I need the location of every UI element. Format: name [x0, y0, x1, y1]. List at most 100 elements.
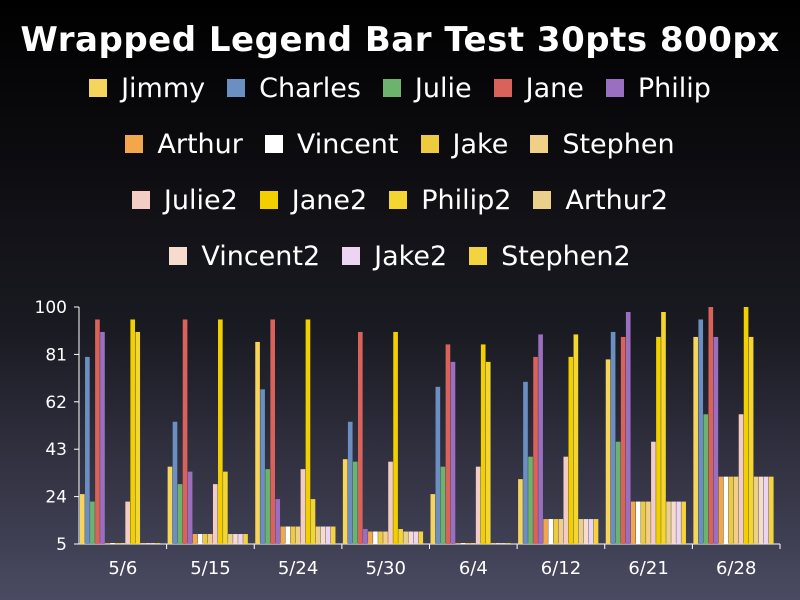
legend-label: Jake2	[374, 240, 448, 272]
bar	[610, 331, 616, 544]
y-tick-label: 100	[35, 298, 67, 318]
bar	[723, 476, 729, 544]
legend-label: Julie	[414, 72, 472, 104]
bar	[330, 526, 336, 544]
bar	[583, 519, 589, 544]
bar	[573, 334, 579, 544]
legend-swatch	[169, 247, 188, 265]
legend-item: Charles	[227, 73, 361, 104]
bar	[182, 319, 188, 544]
legend-swatch	[131, 191, 150, 209]
bar	[480, 344, 486, 544]
bar	[192, 534, 198, 544]
legend-swatch	[89, 79, 108, 97]
bar	[135, 331, 141, 544]
bar	[588, 519, 594, 544]
bar	[285, 526, 291, 544]
bar	[403, 531, 408, 544]
bar	[713, 336, 719, 544]
bar	[150, 543, 156, 544]
y-tick-label: 43	[45, 440, 67, 460]
bar	[558, 519, 564, 544]
bar	[197, 534, 203, 544]
bar	[743, 307, 749, 544]
bar	[275, 499, 281, 544]
bar	[646, 501, 651, 544]
bar	[763, 476, 769, 544]
bar	[615, 441, 621, 544]
bar	[310, 499, 316, 544]
bar	[300, 469, 306, 544]
bar	[342, 459, 348, 544]
bar	[295, 526, 301, 544]
bar	[475, 466, 481, 544]
bar	[625, 311, 631, 544]
bar	[233, 534, 238, 544]
legend-item: Jimmy	[89, 73, 205, 104]
legend-swatch	[605, 79, 624, 97]
legend-label: Charles	[259, 72, 361, 104]
legend-swatch	[342, 247, 361, 265]
bar	[187, 471, 193, 544]
bar	[207, 534, 213, 544]
bar	[243, 534, 248, 544]
bar	[671, 501, 676, 544]
bar	[681, 501, 686, 544]
bar	[758, 476, 764, 544]
x-tick-label: 6/12	[541, 558, 581, 579]
legend-label: Stephen2	[501, 240, 631, 272]
bar	[373, 531, 378, 544]
bar	[290, 526, 296, 544]
bar	[202, 534, 208, 544]
bar	[543, 519, 548, 544]
bar	[605, 359, 611, 544]
bar	[352, 461, 358, 544]
bar	[95, 319, 100, 544]
bar	[140, 543, 146, 544]
bar	[460, 543, 466, 544]
bar	[378, 531, 383, 544]
bar	[733, 476, 739, 544]
legend-row: Jimmy Charles Julie Jane Philip	[40, 60, 760, 116]
x-tick-label: 5/24	[278, 558, 318, 579]
bar	[223, 471, 228, 544]
bar	[393, 331, 398, 544]
bar	[90, 501, 95, 544]
bar	[305, 319, 311, 544]
bar	[85, 356, 90, 544]
x-tick-label: 6/4	[459, 558, 488, 579]
bar	[518, 479, 523, 544]
bar	[120, 543, 125, 544]
bar	[651, 441, 656, 544]
bar	[440, 466, 446, 544]
legend-item: Jane	[493, 73, 584, 104]
legend-item: Stephen	[530, 128, 675, 160]
bar	[325, 526, 331, 544]
bar	[315, 526, 321, 544]
legend-label: Julie2	[163, 184, 238, 216]
legend-label: Stephen	[562, 128, 675, 160]
bar	[533, 356, 538, 544]
bar	[728, 476, 734, 544]
bar	[593, 519, 599, 544]
legend-swatch	[259, 191, 278, 209]
legend-swatch	[493, 79, 512, 97]
bar	[100, 331, 105, 544]
legend-swatch	[227, 79, 246, 97]
legend-label: Philip2	[421, 184, 512, 216]
legend-swatch	[264, 135, 283, 153]
bar	[506, 543, 511, 544]
bar	[635, 501, 641, 544]
bar	[718, 476, 724, 544]
bar	[155, 543, 161, 544]
bar	[347, 421, 353, 544]
legend-label: Vincent2	[201, 240, 321, 272]
bar	[320, 526, 326, 544]
bar	[485, 361, 491, 544]
bar	[568, 356, 574, 544]
bar	[666, 501, 671, 544]
bar	[523, 381, 528, 544]
bar	[768, 476, 774, 544]
bar	[620, 336, 626, 544]
bar	[698, 319, 704, 544]
